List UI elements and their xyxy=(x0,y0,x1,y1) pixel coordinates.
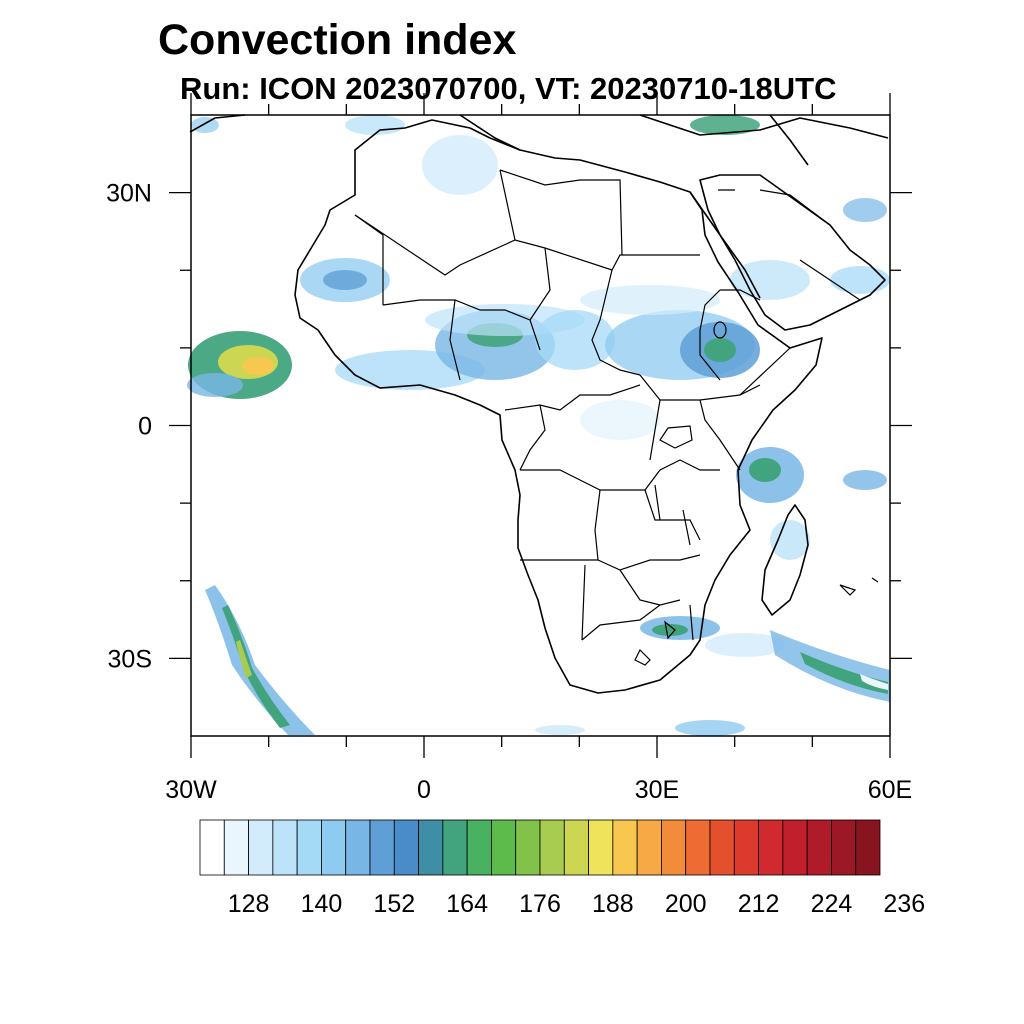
lat-tick-label: 0 xyxy=(138,413,152,441)
latitude-labels: 30N 0 30S xyxy=(106,180,152,674)
lat-tick-label: 30N xyxy=(106,180,152,208)
longitude-labels: 30W 0 30E 60E xyxy=(165,776,912,804)
axis-ticks xyxy=(169,93,912,758)
convection-field xyxy=(187,115,890,736)
coastlines xyxy=(189,114,889,694)
lon-tick-label: 0 xyxy=(417,776,431,804)
lakes xyxy=(654,321,879,596)
lon-tick-label: 60E xyxy=(868,776,912,804)
country-borders xyxy=(354,169,861,666)
lon-tick-label: 30W xyxy=(165,776,217,804)
chart-title: Convection index xyxy=(158,16,517,64)
lat-tick-label: 30S xyxy=(108,645,152,673)
chart-subtitle: Run: ICON 2023070700, VT: 20230710-18UTC xyxy=(180,71,837,106)
lon-tick-label: 30E xyxy=(635,776,679,804)
